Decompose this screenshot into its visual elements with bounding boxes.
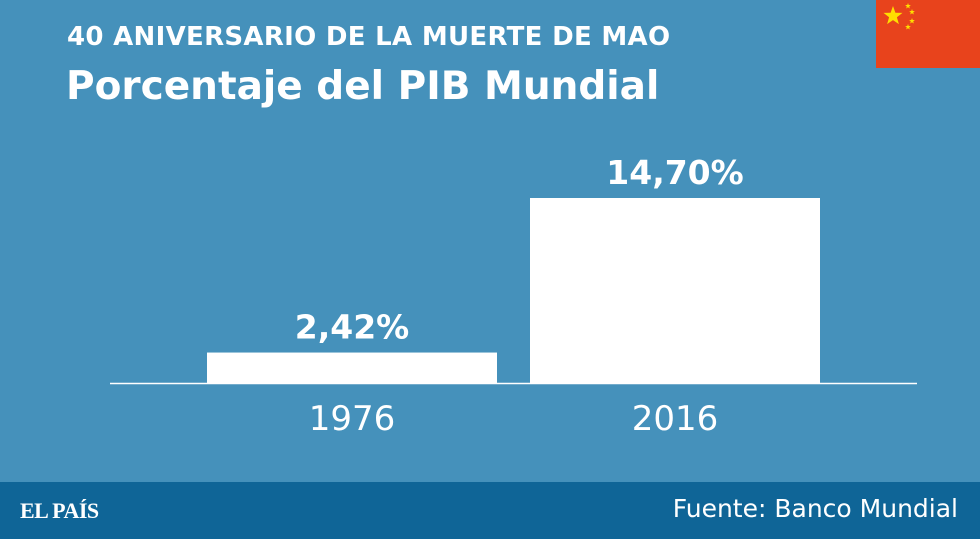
chart-title: Porcentaje del PIB Mundial [66,64,660,109]
footer-bar: EL PAÍS Fuente: Banco Mundial [0,482,980,539]
bar-1976 [207,352,497,383]
x-tick-label: 2016 [632,399,719,439]
small-star-icon [905,24,911,30]
data-label: 2,42% [295,308,410,347]
china-flag-icon [876,0,980,68]
small-star-icon [909,9,915,15]
bar-chart: 2,42% 1976 14,70% 2016 [110,153,917,439]
small-star-icon [909,18,915,24]
x-tick-label: 1976 [309,399,396,439]
bar-2016 [530,198,820,383]
source-text: Fuente: Banco Mundial [672,494,958,523]
kicker-title: 40 ANIVERSARIO DE LA MUERTE DE MAO [67,22,671,52]
big-star-icon [883,6,903,25]
china-flag-stars [883,3,915,30]
el-pais-logo: EL PAÍS [20,498,99,523]
data-label: 14,70% [606,153,743,192]
small-star-icon [905,3,911,9]
